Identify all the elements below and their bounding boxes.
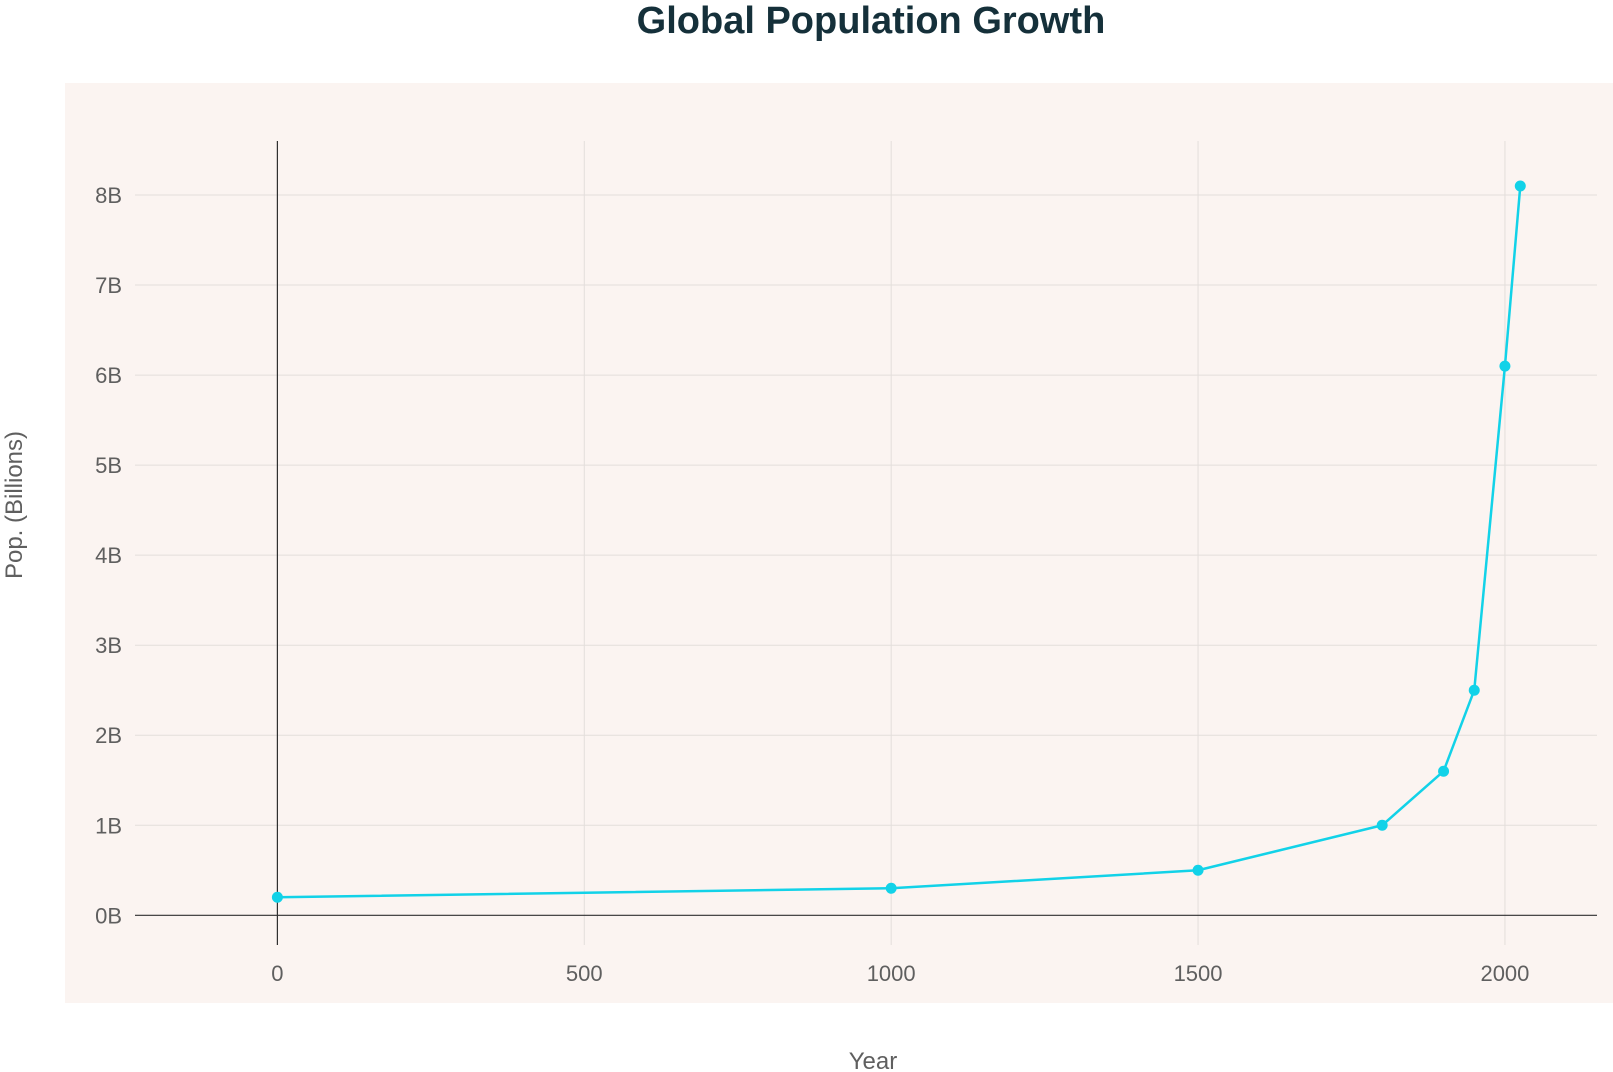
data-point[interactable] (885, 882, 897, 894)
y-tick-label: 1B (95, 813, 122, 838)
x-axis-title: Year (849, 1048, 898, 1072)
y-tick-label: 5B (95, 453, 122, 478)
x-tick-label: 500 (566, 961, 603, 986)
series-layer (271, 180, 1526, 903)
y-tick-label: 3B (95, 633, 122, 658)
x-tick-label: 0 (271, 961, 283, 986)
data-point[interactable] (1468, 684, 1480, 696)
y-tick-label: 7B (95, 273, 122, 298)
plot-area-background (65, 83, 1613, 1003)
series-line (277, 185, 1522, 899)
data-point[interactable] (1438, 765, 1450, 777)
y-tick-label: 4B (95, 543, 122, 568)
x-tick-label: 1500 (1174, 961, 1223, 986)
y-axis-title: Pop. (Billions) (1, 431, 28, 579)
y-tick-label: 6B (95, 363, 122, 388)
y-tick-label: 2B (95, 723, 122, 748)
grid-lines (135, 141, 1597, 945)
data-point[interactable] (1499, 360, 1511, 372)
y-tick-label: 0B (95, 903, 122, 928)
data-point[interactable] (1376, 819, 1388, 831)
axes (135, 141, 1597, 945)
x-tick-label: 2000 (1480, 961, 1529, 986)
data-point[interactable] (1192, 864, 1204, 876)
chart-title: Global Population Growth (637, 0, 1106, 42)
y-tick-label: 8B (95, 183, 122, 208)
tick-labels: 0 500 1000 1500 2000 0B 1B 2B 3B 4B 5B 6B 7B 8B (95, 183, 1529, 986)
data-point[interactable] (271, 891, 283, 903)
data-point[interactable] (1514, 180, 1526, 192)
x-tick-label: 1000 (867, 961, 916, 986)
